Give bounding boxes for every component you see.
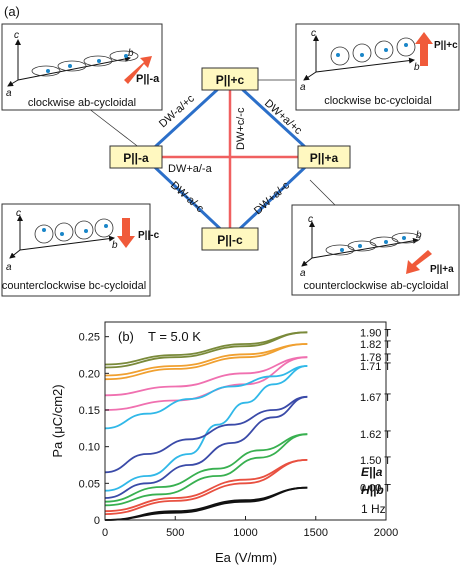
diamond [141, 75, 319, 241]
pe-loop-chart: 0 500 1000 1500 2000 0 0.05 0.10 0.15 0.20 0.25 1.… [79, 321, 399, 539]
svg-text:P||-a: P||-a [136, 73, 160, 85]
svg-text:P||-c: P||-c [217, 233, 243, 247]
x-tick-label: 500 [166, 527, 184, 539]
svg-text:a: a [6, 262, 12, 273]
svg-text:b: b [414, 62, 420, 73]
series-1-62-T-down [104, 433, 308, 507]
wall-label-ll: DW-a/-c [168, 179, 206, 215]
x-tick-label: 1500 [304, 527, 328, 539]
series-1-67-T-up [104, 395, 308, 474]
svg-text:c: c [16, 208, 21, 219]
svg-text:P||-a: P||-a [123, 151, 149, 165]
legend-label: 1.78 T [360, 352, 391, 364]
legend-label: 0.00 T [360, 483, 391, 495]
y-tick-label: 0.20 [79, 368, 100, 380]
node-top: P||+c [201, 67, 259, 91]
series-0-00-T-down [104, 486, 308, 521]
svg-text:counterclockwise ab-cycloidal: counterclockwise ab-cycloidal [304, 280, 449, 292]
inset-counterclockwise-ab: c a b P||+a counterclockwise ab-cycloida… [291, 204, 460, 296]
legend-layer: 1.90 T1.82 T1.78 T1.71 T 1.67 T 1.62 T 1.50… [360, 327, 391, 494]
legend-label: 1.82 T [360, 339, 391, 351]
y-tick-label: 0.05 [79, 478, 100, 490]
svg-text:b: b [128, 48, 134, 59]
svg-text:c: c [14, 30, 19, 41]
series-1-71-T-down [104, 365, 308, 430]
wall-label-lr: DW+a/-c [252, 179, 292, 217]
x-axis-label: Ea (V/mm) [215, 550, 277, 565]
y-axis-label: Pa (μC/cm2) [50, 384, 65, 457]
series-1-90-T-down [104, 331, 308, 369]
svg-text:c: c [308, 214, 313, 225]
svg-text:P||-c: P||-c [138, 230, 160, 241]
condition-freq: 1 Hz [361, 502, 386, 516]
series-1-67-T-down [104, 395, 308, 499]
x-tick-label: 0 [102, 527, 108, 539]
series-1-90-T-up [104, 331, 308, 366]
legend-label: 1.50 T [360, 455, 391, 467]
svg-text:clockwise ab-cycloidal: clockwise ab-cycloidal [28, 97, 136, 109]
series-1-62-T-up [104, 433, 308, 503]
svg-text:P||+c: P||+c [434, 40, 458, 51]
panel-b-label: (b) [118, 329, 134, 344]
svg-text:c: c [311, 28, 316, 39]
svg-text:P||+c: P||+c [216, 73, 245, 87]
svg-text:a: a [6, 88, 12, 99]
wall-label-vertical: DW+c/-c [235, 107, 247, 150]
legend-label: 1.90 T [360, 327, 391, 339]
series-1-78-T-up [104, 356, 308, 397]
inset-counterclockwise-bc: c a b P||-c counterclockwise bc-cycloida… [1, 203, 160, 297]
svg-text:counterclockwise bc-cycloidal: counterclockwise bc-cycloidal [2, 280, 146, 292]
wall-label-horizontal: DW+a/-a [168, 163, 213, 175]
series-1-82-T-down [104, 343, 308, 381]
y-tick-label: 0 [94, 515, 100, 527]
ticks-layer: 0 500 1000 1500 2000 0 0.05 0.10 0.15 0.20 0.25 [79, 332, 399, 539]
legend-label: 1.67 T [360, 392, 391, 404]
svg-text:b: b [112, 240, 118, 251]
condition-h: H||b [361, 483, 384, 497]
temperature-label: T = 5.0 K [148, 329, 201, 344]
series-1-71-T-up [104, 365, 308, 492]
x-tick-label: 1000 [233, 527, 257, 539]
svg-text:clockwise bc-cycloidal: clockwise bc-cycloidal [324, 95, 432, 107]
legend-label: 1.71 T [360, 361, 391, 373]
inset-clockwise-bc: c a b P||+c clockwise bc-cycloidal [295, 23, 460, 111]
legend-label: 1.62 T [360, 429, 391, 441]
panel-a-label: (a) [4, 4, 20, 19]
svg-text:b: b [416, 230, 422, 241]
series-1-50-T-up [104, 459, 308, 513]
y-tick-label: 0.15 [79, 405, 100, 417]
inset-clockwise-ab: c a b P||-a clockwise ab-cycloidal [1, 23, 163, 111]
y-tick-label: 0.10 [79, 442, 100, 454]
node-bottom: P||-c [201, 227, 259, 251]
svg-text:P||+a: P||+a [310, 151, 339, 165]
wall-label-ul: DW-a/+c [157, 92, 197, 130]
x-tick-label: 2000 [374, 527, 398, 539]
series-layer [104, 331, 308, 521]
svg-text:a: a [300, 82, 306, 93]
y-tick-label: 0.25 [79, 332, 100, 344]
node-right: P||+a [297, 145, 351, 169]
series-1-82-T-up [104, 343, 308, 377]
condition-e: E||a [361, 465, 383, 479]
node-left: P||-a [109, 145, 163, 169]
svg-text:P||+a: P||+a [430, 264, 454, 275]
svg-text:a: a [300, 268, 306, 279]
series-1-50-T-down [104, 459, 308, 515]
